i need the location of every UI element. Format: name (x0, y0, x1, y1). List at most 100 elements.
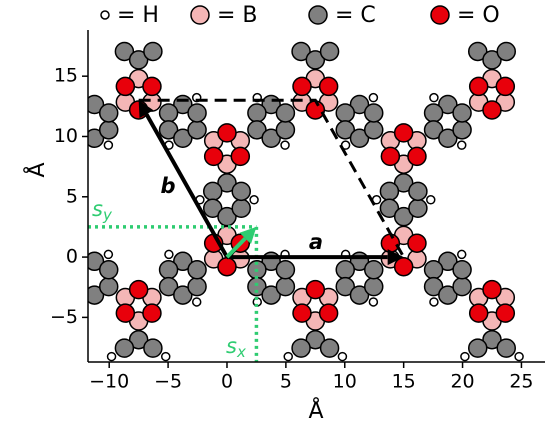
atom (318, 76, 339, 97)
atom (191, 297, 202, 307)
atom (98, 120, 119, 140)
legend-marker (308, 5, 328, 25)
atom (452, 120, 472, 140)
atom (368, 297, 379, 307)
atom (349, 285, 370, 305)
atom (203, 146, 224, 167)
atom (335, 276, 355, 297)
atom (514, 351, 524, 362)
atom (452, 259, 472, 280)
atom (98, 276, 119, 297)
atom (496, 338, 516, 358)
atom (426, 195, 436, 205)
atom (349, 94, 370, 115)
atom (408, 181, 428, 202)
atom (249, 195, 259, 205)
atom (495, 303, 516, 323)
atom (482, 279, 502, 300)
atom (88, 251, 105, 272)
atom (452, 276, 472, 297)
atom (363, 120, 384, 140)
lattice-vector-head (387, 249, 404, 266)
x-tick-label: 5 (280, 371, 292, 393)
atom (164, 249, 174, 260)
atom (128, 279, 149, 300)
atom (438, 128, 458, 149)
cell-edge (138, 98, 405, 258)
shift-vector-head (239, 226, 257, 244)
atom (423, 259, 444, 280)
atom (187, 276, 207, 297)
atom (231, 198, 251, 218)
atom (380, 233, 401, 253)
atom (456, 249, 467, 260)
atom (496, 41, 516, 62)
atom (319, 338, 340, 358)
atom (173, 128, 193, 149)
atom (275, 120, 296, 140)
shift-vector (225, 236, 247, 259)
x-tick-label: 20 (450, 371, 474, 393)
atom-layer (88, 41, 524, 362)
x-tick-label: 25 (509, 371, 533, 393)
y-tick-label: −5 (50, 306, 78, 328)
atom (363, 276, 384, 297)
atom (231, 181, 251, 202)
atom (103, 140, 114, 150)
atom (429, 92, 439, 103)
atom (261, 285, 281, 305)
atom (335, 103, 355, 123)
overlay-layer (88, 98, 405, 362)
vector-label: a (309, 230, 323, 254)
atom (187, 259, 207, 280)
atom (261, 128, 281, 149)
shift-label-main: s (226, 334, 237, 358)
atom (142, 303, 162, 323)
atom (158, 259, 179, 280)
atom (468, 303, 489, 323)
atom (158, 276, 179, 297)
atom (379, 198, 400, 218)
lattice-vector (144, 113, 229, 259)
atom (407, 233, 427, 253)
atom (467, 338, 488, 358)
atom (98, 259, 119, 280)
atom (143, 338, 163, 358)
axes-layer: −10 −5 0 5 10 15 20 25 −5 0 5 10 15 (50, 30, 545, 393)
atom (292, 76, 312, 97)
vector-label: b (160, 174, 175, 198)
shift-label-sub: x (236, 343, 246, 361)
x-tick-label: 10 (333, 371, 357, 393)
atom (393, 123, 414, 143)
atom (429, 297, 439, 307)
atom (495, 76, 516, 97)
atom (230, 146, 251, 167)
legend-marker (430, 5, 450, 25)
atom (275, 259, 296, 280)
atom (247, 120, 267, 140)
x-tick-label: −5 (154, 371, 182, 393)
shift-label-sub: y (102, 206, 113, 224)
lattice-vector-head (138, 100, 154, 119)
atom (247, 103, 267, 123)
atom (363, 259, 384, 280)
atom (407, 146, 427, 167)
y-tick-label: 10 (54, 125, 78, 147)
atom (363, 103, 384, 123)
atom (88, 94, 105, 115)
shift-label: sx (226, 334, 246, 361)
legend-marker (100, 10, 110, 20)
atom (379, 181, 400, 202)
atom (158, 103, 179, 123)
atom (114, 41, 135, 62)
atom (106, 351, 117, 362)
atom (115, 303, 136, 323)
atom (292, 303, 312, 323)
legend-label: = H (117, 3, 159, 28)
legend-label: = C (335, 3, 376, 28)
atom (368, 92, 379, 103)
atom (423, 276, 444, 297)
atom (275, 103, 296, 123)
shift-label-main: s (92, 197, 103, 221)
